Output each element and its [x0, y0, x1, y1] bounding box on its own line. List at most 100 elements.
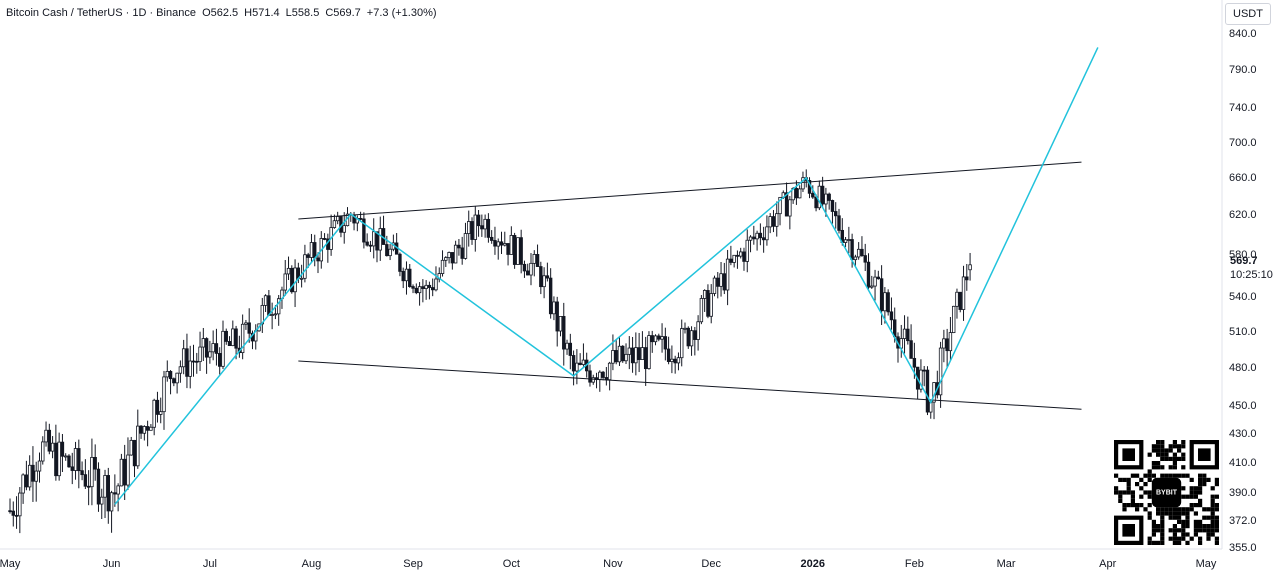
candle-body [512, 235, 517, 265]
candle-body [116, 485, 120, 495]
candle-body [716, 277, 720, 287]
qr-module [1172, 456, 1177, 461]
qr-module [1114, 490, 1119, 495]
qr-module [1181, 536, 1186, 541]
qr-module [1168, 473, 1173, 478]
candle-body [801, 177, 805, 190]
y-tick-label: 540.0 [1229, 291, 1257, 303]
candle-body [945, 338, 949, 352]
candle-body [771, 216, 776, 227]
qr-finder-core [1122, 448, 1135, 461]
qr-module [1160, 540, 1165, 545]
candle-body [103, 475, 107, 498]
symbol-title[interactable]: Bitcoin Cash / TetherUS · 1D · Binance [6, 7, 196, 19]
qr-module [1156, 524, 1161, 529]
candle-body [496, 241, 500, 247]
qr-module [1172, 465, 1177, 470]
candle-body [624, 353, 628, 362]
qr-module [1181, 486, 1186, 491]
y-tick-label: 410.0 [1229, 457, 1257, 469]
qr-module [1210, 511, 1215, 516]
candle-body [860, 248, 864, 256]
y-tick-label: 390.0 [1229, 487, 1257, 499]
qr-module [1193, 503, 1198, 508]
candle-body [601, 371, 605, 378]
x-tick-label: Jun [103, 558, 121, 570]
candle-body [499, 241, 504, 246]
candle-body [811, 192, 815, 198]
currency-button[interactable]: USDT [1225, 3, 1271, 25]
candle-body [31, 464, 35, 482]
qr-module [1172, 536, 1177, 541]
qr-module [1202, 524, 1207, 529]
candle-body [404, 268, 409, 282]
qr-module [1130, 490, 1135, 495]
candle-body [653, 335, 658, 343]
candle-body [729, 258, 733, 263]
qr-module [1164, 507, 1169, 512]
qr-module [1198, 528, 1203, 533]
candle-body [41, 441, 45, 462]
qr-module [1198, 524, 1203, 529]
candle-body [283, 273, 287, 291]
candle-body [955, 291, 959, 307]
qr-module [1214, 482, 1219, 487]
candle-body [139, 425, 143, 434]
qr-module [1164, 452, 1169, 457]
candle-body [699, 298, 704, 323]
candle-body [735, 254, 740, 257]
candle-body [870, 285, 874, 288]
candle-body [129, 439, 133, 456]
candle-body [545, 275, 550, 279]
high-value: 571.4 [252, 7, 280, 19]
x-tick-label: Sep [403, 558, 423, 570]
candle-body [480, 225, 484, 230]
qr-module [1177, 528, 1182, 533]
qr-module [1147, 503, 1152, 508]
qr-module [1210, 524, 1215, 529]
candle-body [706, 290, 710, 317]
qr-module [1172, 511, 1177, 516]
qr-module [1181, 507, 1186, 512]
candle-body [834, 211, 838, 217]
qr-module [1210, 494, 1215, 499]
open-value: 562.5 [210, 7, 239, 19]
qr-module [1181, 532, 1186, 537]
qr-module [1185, 473, 1190, 478]
qr-module [1164, 448, 1169, 453]
candle-body [142, 426, 147, 434]
x-tick-label: May [0, 558, 21, 570]
candle-body [522, 263, 527, 272]
qr-module [1189, 486, 1194, 491]
candle-body [650, 335, 654, 343]
candle-body [100, 496, 104, 505]
qr-module [1118, 494, 1123, 499]
qr-code-graphic: BYBIT [1114, 440, 1219, 545]
qr-module [1151, 461, 1156, 466]
close-key: C [325, 7, 334, 19]
candle-body [221, 330, 225, 367]
candle-body [332, 220, 337, 228]
candle-body [309, 242, 314, 258]
qr-module [1139, 477, 1144, 482]
candle-body [702, 290, 707, 299]
candle-body [591, 377, 595, 383]
y-tick-label: 372.0 [1229, 515, 1257, 527]
qr-module [1210, 528, 1215, 533]
y-tick-label: 430.0 [1229, 428, 1257, 440]
qr-module [1168, 536, 1173, 541]
qr-module [1147, 540, 1152, 545]
qr-module [1139, 503, 1144, 508]
qr-module [1160, 452, 1165, 457]
qr-module [1185, 494, 1190, 499]
candle-body [709, 293, 713, 317]
candle-body [159, 411, 163, 415]
candle-body [247, 322, 251, 334]
candle-body [11, 510, 15, 516]
qr-module [1198, 519, 1203, 524]
candle-body [375, 231, 379, 251]
candle-body [912, 357, 917, 368]
qr-module [1130, 494, 1135, 499]
candle-body [414, 287, 419, 294]
